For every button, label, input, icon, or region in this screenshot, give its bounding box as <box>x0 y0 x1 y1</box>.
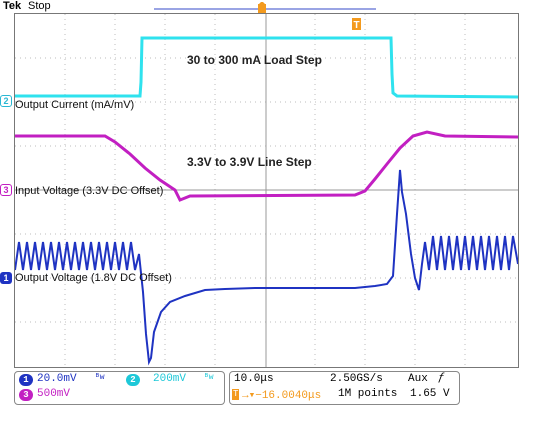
ch2-scale: 200mV <box>153 373 187 385</box>
ch2-trace <box>15 36 518 99</box>
timebase: 10.0μs <box>234 373 274 385</box>
brand-logo: Tek <box>3 0 22 12</box>
ch3-trace <box>15 130 518 202</box>
ch2-label: Output Current (mA/mV) <box>15 99 134 111</box>
ch2-marker[interactable]: 2 <box>0 95 12 107</box>
graticule: T 30 to 300 mA Load Step 3.3V to 3.9V Li… <box>15 14 518 367</box>
line-step-annotation: 3.3V to 3.9V Line Step <box>187 155 312 169</box>
ch3-label: Input Voltage (3.3V DC Offset) <box>15 185 163 197</box>
ch2-bw-icon: ᴮw <box>204 373 214 382</box>
ch3-scale: 500mV <box>37 388 71 400</box>
ch2-chip[interactable]: 2 <box>126 374 140 386</box>
sample-rate: 2.50GS/s <box>330 373 383 385</box>
waveform-display[interactable]: T 30 to 300 mA Load Step 3.3V to 3.9V Li… <box>14 13 519 368</box>
trigger-source: Aux <box>408 373 428 385</box>
ch1-trace <box>15 169 518 366</box>
horizontal-trigger-readout[interactable]: 10.0μs 2.50GS/s Aux ƒ T →▾−16.0040μs 1M … <box>229 371 460 405</box>
ch1-bw-icon: ᴮw <box>95 373 105 382</box>
ch3-chip[interactable]: 3 <box>19 389 33 401</box>
ch1-marker[interactable]: 1 <box>0 272 12 284</box>
scope-header: Tek Stop <box>0 0 533 14</box>
ch1-chip[interactable]: 1 <box>19 374 33 386</box>
record-length: 1M points <box>338 388 398 400</box>
ch1-scale: 20.0mV <box>37 373 77 385</box>
load-step-annotation: 30 to 300 mA Load Step <box>187 53 322 67</box>
horizontal-position-bar <box>154 2 376 13</box>
trigger-slope-icon: ƒ <box>438 372 445 384</box>
ch1-label: Output Voltage (1.8V DC Offset) <box>15 272 172 284</box>
ch3-marker[interactable]: 3 <box>0 184 12 196</box>
trigger-marker <box>352 18 361 30</box>
trigger-level: 1.65 V <box>410 388 450 400</box>
trigger-marker-label: T <box>354 20 360 31</box>
vertical-readout[interactable]: 1 20.0mV ᴮw 2 200mV ᴮw 3 500mV <box>14 371 225 405</box>
trigger-position-icon: T <box>232 389 240 400</box>
acquisition-status: Stop <box>28 0 51 12</box>
trigger-position: →▾−16.0040μs <box>242 390 322 402</box>
